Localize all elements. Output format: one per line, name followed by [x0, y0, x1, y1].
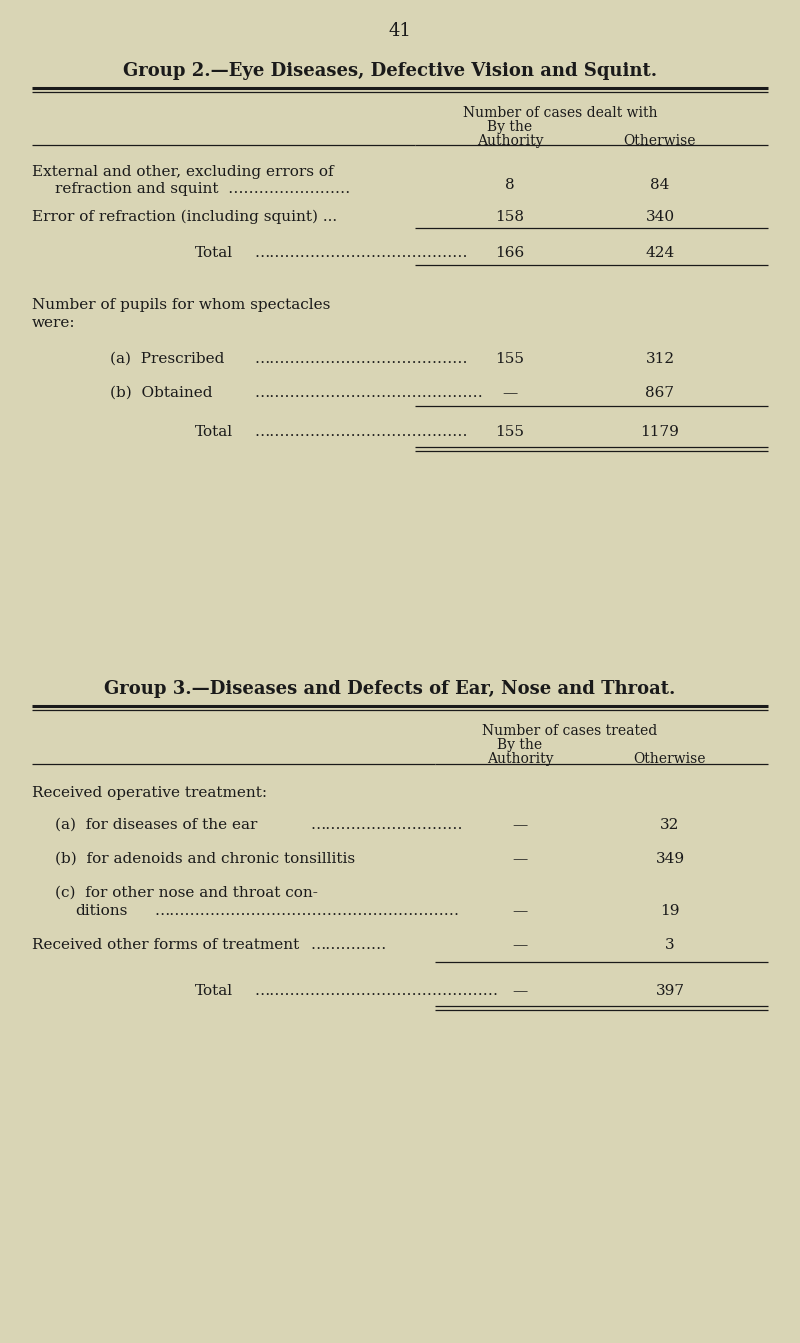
Text: 349: 349 — [655, 851, 685, 866]
Text: 158: 158 — [495, 210, 525, 224]
Text: Group 3.—Diseases and Defects of Ear, Nose and Throat.: Group 3.—Diseases and Defects of Ear, No… — [104, 680, 676, 698]
Text: ……………………………………: …………………………………… — [255, 424, 469, 439]
Text: Otherwise: Otherwise — [634, 752, 706, 766]
Text: Number of cases treated: Number of cases treated — [482, 724, 658, 739]
Text: 424: 424 — [646, 246, 674, 261]
Text: 155: 155 — [495, 352, 525, 367]
Text: Total: Total — [195, 424, 233, 439]
Text: (a)  for diseases of the ear: (a) for diseases of the ear — [55, 818, 258, 833]
Text: Error of refraction (including squint) ...: Error of refraction (including squint) .… — [32, 210, 337, 224]
Text: —: — — [502, 385, 518, 400]
Text: (c)  for other nose and throat con-: (c) for other nose and throat con- — [55, 886, 318, 900]
Text: 312: 312 — [646, 352, 674, 367]
Text: —: — — [512, 904, 528, 919]
Text: Received other forms of treatment: Received other forms of treatment — [32, 937, 299, 952]
Text: were:: were: — [32, 316, 76, 330]
Text: (b)  Obtained: (b) Obtained — [110, 385, 213, 400]
Text: ……………………………………: …………………………………… — [255, 246, 469, 261]
Text: refraction and squint  ……………………: refraction and squint …………………… — [55, 183, 350, 196]
Text: 166: 166 — [495, 246, 525, 261]
Text: ditions: ditions — [75, 904, 127, 919]
Text: Total: Total — [195, 984, 233, 998]
Text: External and other, excluding errors of: External and other, excluding errors of — [32, 165, 334, 179]
Text: 84: 84 — [650, 179, 670, 192]
Text: Otherwise: Otherwise — [624, 134, 696, 148]
Text: ……………: …………… — [310, 937, 386, 952]
Text: ………………………………………: ……………………………………… — [255, 385, 484, 400]
Text: 32: 32 — [660, 818, 680, 833]
Text: 8: 8 — [505, 179, 515, 192]
Text: ……………………………………: …………………………………… — [255, 352, 469, 367]
Text: 41: 41 — [389, 21, 411, 40]
Text: 19: 19 — [660, 904, 680, 919]
Text: 397: 397 — [655, 984, 685, 998]
Text: …………………………: ………………………… — [310, 818, 462, 833]
Text: (a)  Prescribed: (a) Prescribed — [110, 352, 224, 367]
Text: By the: By the — [498, 739, 542, 752]
Text: 1179: 1179 — [641, 424, 679, 439]
Text: —: — — [512, 851, 528, 866]
Text: —: — — [512, 818, 528, 833]
Text: …………………………………………: ………………………………………… — [255, 984, 499, 998]
Text: Authority: Authority — [486, 752, 554, 766]
Text: 340: 340 — [646, 210, 674, 224]
Text: Number of cases dealt with: Number of cases dealt with — [462, 106, 658, 120]
Text: —: — — [512, 937, 528, 952]
Text: Number of pupils for whom spectacles: Number of pupils for whom spectacles — [32, 298, 330, 312]
Text: 155: 155 — [495, 424, 525, 439]
Text: Total: Total — [195, 246, 233, 261]
Text: By the: By the — [487, 120, 533, 134]
Text: Authority: Authority — [477, 134, 543, 148]
Text: (b)  for adenoids and chronic tonsillitis: (b) for adenoids and chronic tonsillitis — [55, 851, 355, 866]
Text: 867: 867 — [646, 385, 674, 400]
Text: Received operative treatment:: Received operative treatment: — [32, 786, 267, 800]
Text: 3: 3 — [665, 937, 675, 952]
Text: —: — — [512, 984, 528, 998]
Text: ……………………………………………………: …………………………………………………… — [155, 904, 460, 919]
Text: Group 2.—Eye Diseases, Defective Vision and Squint.: Group 2.—Eye Diseases, Defective Vision … — [123, 62, 657, 81]
